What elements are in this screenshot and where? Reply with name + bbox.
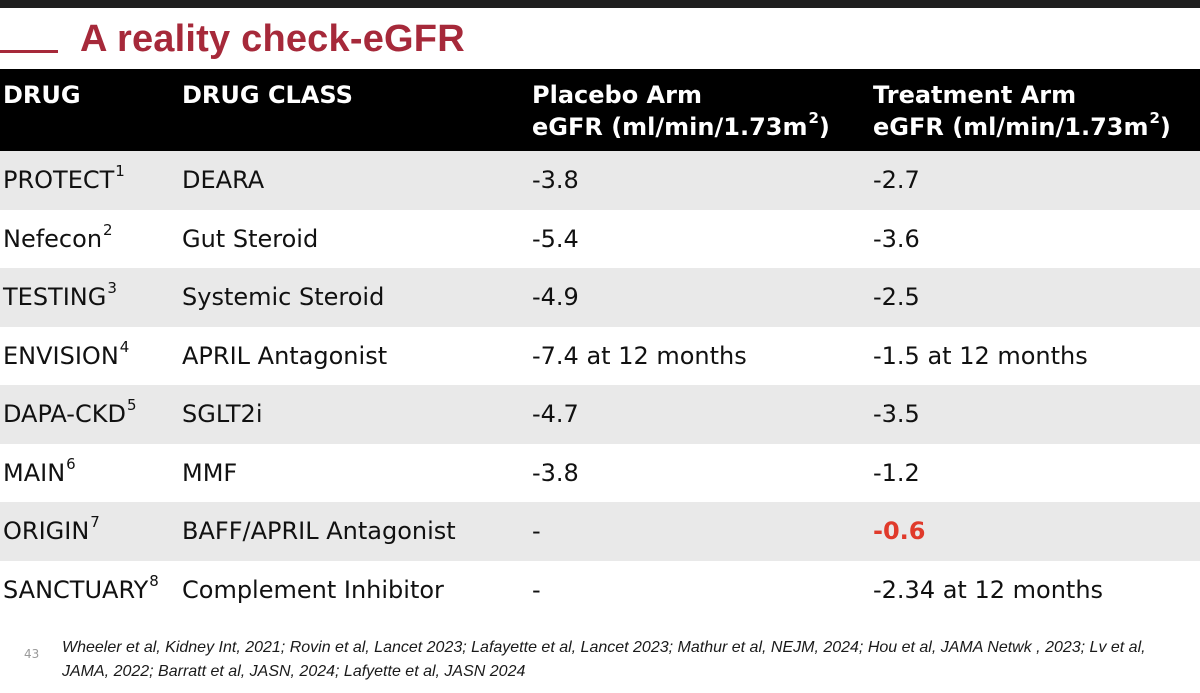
table-row: PROTECT1 DEARA -3.8 -2.7 [0, 151, 1200, 210]
cell-drug-class: MMF [182, 458, 238, 487]
header-treatment-unit: eGFR (ml/min/1.73m [873, 113, 1149, 141]
header-placebo-unit-sup: 2 [808, 109, 819, 127]
header-placebo-line2: eGFR (ml/min/1.73m2) [532, 111, 830, 143]
drug-name: TESTING [3, 283, 107, 311]
cell-placebo: -4.9 [532, 283, 579, 311]
cell-drug-class: DEARA [182, 166, 265, 194]
egfr-table: DRUG DRUG CLASS Placebo Arm eGFR (ml/min… [0, 69, 1200, 619]
header-placebo-arm: Placebo Arm eGFR (ml/min/1.73m2) [532, 79, 830, 143]
drug-name: ENVISION [3, 341, 119, 370]
table-row: TESTING3 Systemic Steroid -4.9 -2.5 [0, 268, 1200, 327]
table-row: MAIN6 MMF -3.8 -1.2 [0, 443, 1200, 503]
cell-placebo: -4.7 [532, 400, 579, 428]
header-treatment-paren: ) [1159, 113, 1171, 141]
drug-name: Nefecon [3, 224, 103, 253]
cell-drug-class: BAFF/APRIL Antagonist [182, 517, 456, 545]
cell-treatment: -2.7 [873, 166, 920, 194]
cell-treatment: -3.6 [873, 224, 920, 253]
cell-treatment: -2.5 [873, 283, 920, 311]
header-treatment-unit-sup: 2 [1149, 109, 1160, 127]
reference-superscript: 7 [90, 513, 100, 531]
reference-superscript: 8 [149, 571, 159, 590]
cell-drug: TESTING3 [3, 268, 117, 327]
cell-treatment: -1.2 [873, 458, 920, 487]
header-placebo-line1: Placebo Arm [532, 81, 702, 109]
cell-placebo: -3.8 [532, 458, 579, 487]
reference-superscript: 6 [66, 454, 76, 473]
cell-drug-class: SGLT2i [182, 400, 263, 428]
cell-drug: DAPA-CKD5 [3, 385, 137, 444]
cell-placebo: - [532, 517, 541, 545]
table-row: DAPA-CKD5 SGLT2i -4.7 -3.5 [0, 385, 1200, 444]
cell-placebo: - [532, 575, 541, 604]
header-treatment-line2: eGFR (ml/min/1.73m2) [873, 111, 1171, 143]
cell-drug: SANCTUARY8 [3, 561, 159, 620]
cell-drug-class: Complement Inhibitor [182, 575, 444, 604]
header-drug: DRUG [3, 81, 81, 109]
references-text: Wheeler et al, Kidney Int, 2021; Rovin e… [62, 639, 1146, 680]
cell-drug: ENVISION4 [3, 327, 129, 386]
title-accent-rule [0, 50, 58, 53]
reference-superscript: 2 [103, 220, 113, 239]
cell-placebo: -3.8 [532, 166, 579, 194]
header-drug-class: DRUG CLASS [182, 81, 353, 109]
header-placebo-paren: ) [818, 113, 830, 141]
drug-name: ORIGIN [3, 517, 90, 545]
cell-drug-class: APRIL Antagonist [182, 341, 388, 370]
reference-superscript: 4 [119, 337, 130, 356]
reference-superscript: 5 [126, 396, 137, 414]
header-placebo-unit: eGFR (ml/min/1.73m [532, 113, 808, 141]
table-row: Nefecon2 Gut Steroid -5.4 -3.6 [0, 209, 1200, 269]
reference-superscript: 3 [107, 279, 117, 297]
header-treatment-line1: Treatment Arm [873, 81, 1077, 109]
cell-drug: ORIGIN7 [3, 502, 100, 561]
table-header-row: DRUG DRUG CLASS Placebo Arm eGFR (ml/min… [0, 69, 1200, 151]
header-treatment-arm: Treatment Arm eGFR (ml/min/1.73m2) [873, 79, 1171, 143]
cell-treatment: -3.5 [873, 400, 920, 428]
cell-drug-class: Gut Steroid [182, 224, 319, 253]
cell-drug: Nefecon2 [3, 210, 113, 269]
drug-name: MAIN [3, 458, 66, 487]
drug-name: SANCTUARY [3, 575, 149, 604]
cell-treatment: -2.34 at 12 months [873, 575, 1104, 604]
top-border-bar [0, 0, 1200, 8]
cell-placebo: -7.4 at 12 months [532, 341, 747, 370]
cell-drug-class: Systemic Steroid [182, 283, 385, 311]
cell-drug: MAIN6 [3, 444, 76, 503]
table-row: ORIGIN7 BAFF/APRIL Antagonist - -0.6 [0, 502, 1200, 561]
reference-superscript: 1 [115, 162, 125, 180]
cell-treatment: -1.5 at 12 months [873, 341, 1088, 370]
slide-number: 43 [24, 647, 40, 661]
cell-placebo: -5.4 [532, 224, 579, 253]
table-row: ENVISION4 APRIL Antagonist -7.4 at 12 mont… [0, 326, 1200, 386]
cell-treatment: -0.6 [873, 517, 926, 545]
table-body: PROTECT1 DEARA -3.8 -2.7 Nefecon2 Gut Steroid… [0, 151, 1200, 619]
drug-name: DAPA-CKD [3, 400, 126, 428]
table-row: SANCTUARY8 Complement Inhibitor - -2.34 at … [0, 560, 1200, 620]
drug-name: PROTECT [3, 166, 115, 194]
slide-title: A reality check-eGFR [80, 18, 465, 60]
cell-drug: PROTECT1 [3, 151, 125, 210]
